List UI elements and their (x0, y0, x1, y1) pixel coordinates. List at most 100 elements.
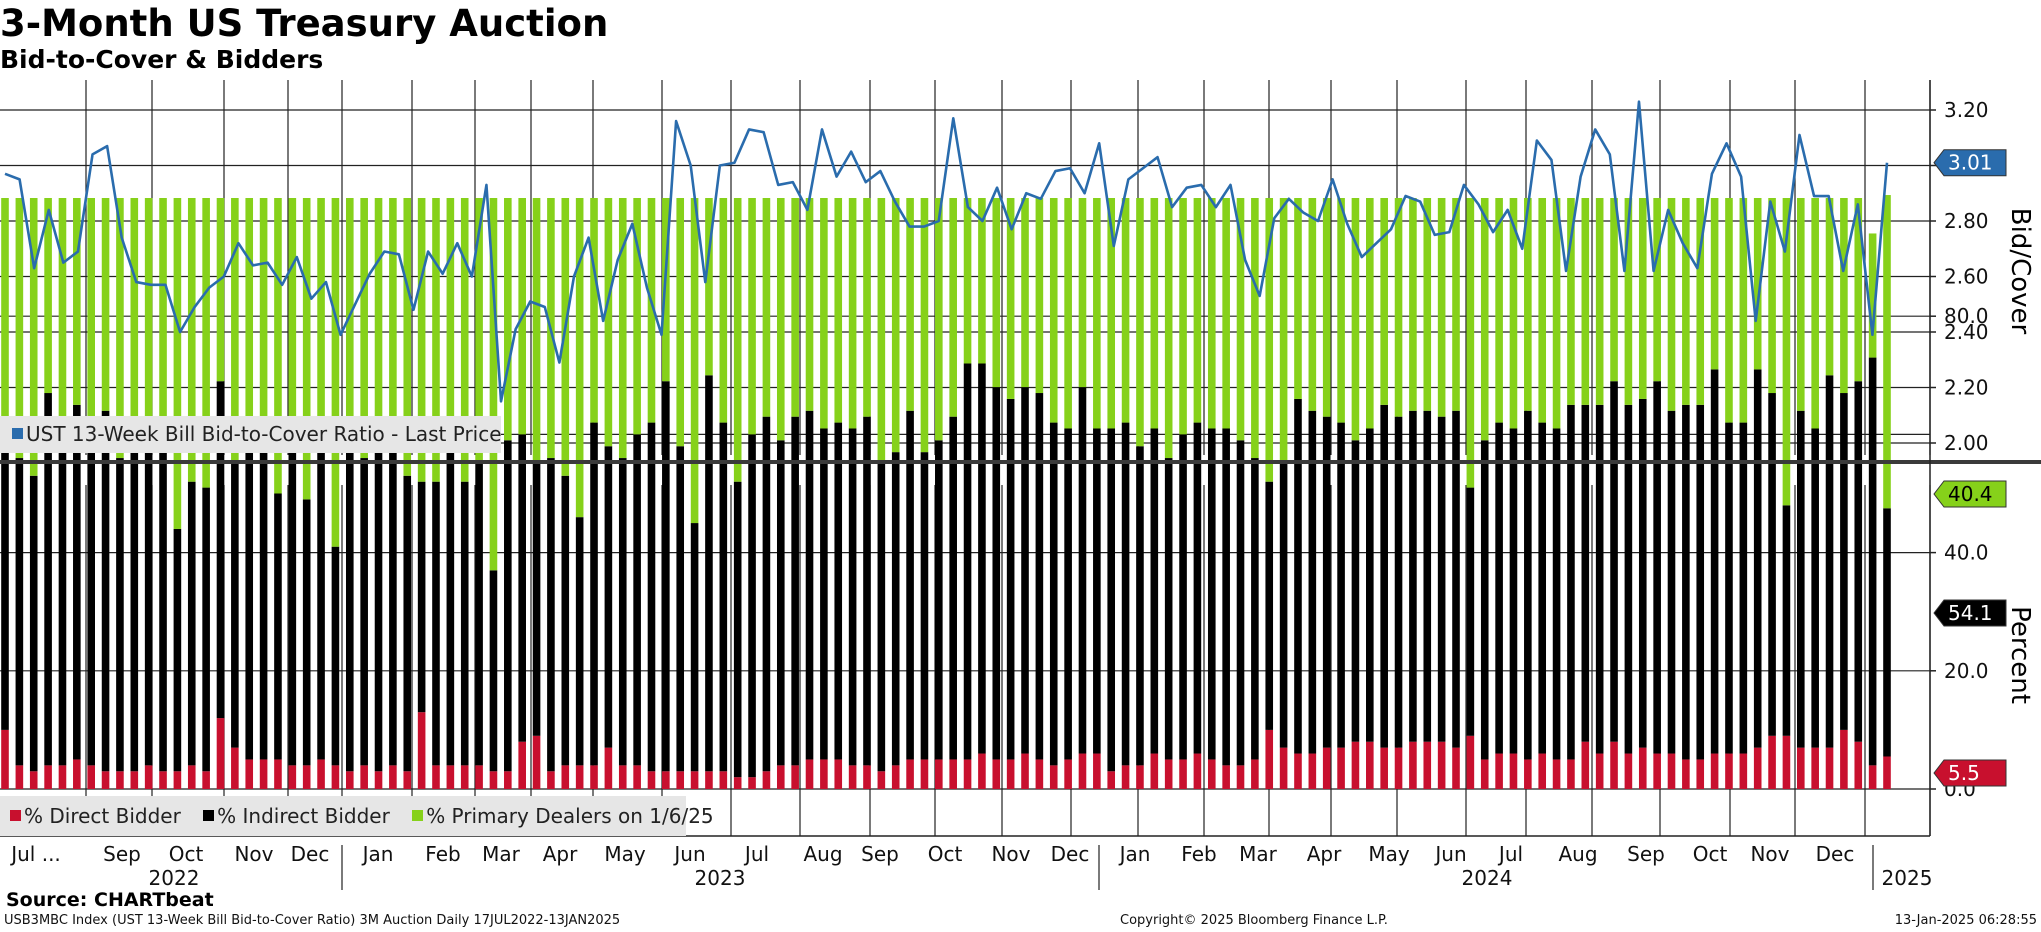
bar-direct (245, 759, 254, 789)
bar-direct (1509, 753, 1518, 789)
bar-direct (1782, 735, 1791, 789)
bar-primary (834, 198, 843, 423)
x-year-label: 2022 (149, 866, 200, 890)
x-month-label: Dec (1051, 842, 1090, 866)
bar-indirect (1093, 428, 1101, 754)
bar-indirect (1150, 428, 1159, 754)
last-value-tag-primary-box (1933, 480, 2007, 508)
x-month-label: Jan (1118, 842, 1151, 866)
bar-primary (561, 198, 570, 476)
bar-direct (173, 771, 182, 789)
bar-direct (101, 771, 110, 789)
bar-direct (504, 771, 512, 789)
y-tick-label-top: 2.00 (1944, 431, 1989, 455)
bar-direct (633, 765, 641, 789)
bar-indirect (187, 481, 196, 766)
bar-direct (202, 771, 210, 789)
bar-primary (1725, 198, 1733, 423)
bar-indirect (73, 404, 81, 760)
bar-direct (1638, 747, 1647, 789)
bar-primary (245, 198, 254, 441)
bar-primary (748, 198, 756, 435)
bar-primary (1696, 198, 1705, 405)
bar-direct (58, 765, 67, 789)
bar-direct (1868, 765, 1877, 789)
x-month-label: Sep (103, 842, 141, 866)
bar-indirect (647, 422, 656, 772)
bar-primary (1452, 198, 1460, 411)
bar-indirect (604, 446, 613, 748)
bar-indirect (331, 546, 340, 766)
footer-index-info: USB3MBC Index (UST 13-Week Bill Bid-to-C… (4, 913, 621, 928)
bar-direct (1768, 735, 1776, 789)
bar-direct (1021, 753, 1029, 789)
bar-primary (1480, 198, 1489, 441)
bar-indirect (1509, 428, 1518, 754)
bar-primary (159, 198, 167, 447)
y-tick-label-bottom: 80.0 (1944, 304, 1989, 328)
bar-indirect (633, 434, 641, 766)
x-month-label: Oct (1693, 842, 1728, 866)
bar-direct (1049, 765, 1058, 789)
bar-indirect (504, 440, 512, 772)
bar-direct (863, 765, 871, 789)
bar-indirect (1840, 393, 1848, 730)
bar-primary (1179, 198, 1187, 435)
bar-primary (1825, 198, 1834, 376)
bar-primary (58, 198, 67, 453)
bar-primary (87, 198, 95, 435)
legend-top: UST 13-Week Bill Bid-to-Cover Ratio - La… (0, 416, 502, 453)
bar-indirect (547, 458, 555, 772)
y-axis-title-bottom: Percent (2005, 606, 2035, 704)
bar-primary (417, 198, 426, 482)
line-layer (4, 100, 1889, 403)
bar-primary (820, 198, 828, 429)
bar-indirect (618, 458, 627, 766)
x-month-label: Nov (991, 842, 1030, 866)
bar-direct (906, 759, 914, 789)
bar-primary (877, 198, 886, 464)
bar-direct (360, 765, 368, 789)
bar-direct (403, 771, 412, 789)
bar-primary (73, 198, 81, 405)
bar-indirect (29, 475, 38, 772)
bar-direct (1150, 753, 1159, 789)
bar-primary (1121, 198, 1130, 423)
bar-indirect (432, 481, 440, 766)
x-year-label: 2023 (695, 866, 746, 890)
bar-direct (1624, 753, 1633, 789)
bar-indirect (274, 493, 282, 760)
bar-direct (791, 765, 799, 789)
bar-primary (1351, 198, 1360, 441)
legend-swatch-indirect (203, 810, 215, 821)
bar-indirect (216, 381, 225, 719)
bar-indirect (417, 481, 426, 713)
bar-indirect (1006, 398, 1015, 760)
footer-timestamp: 13-Jan-2025 06:28:55 (1894, 913, 2037, 928)
bar-direct (1006, 759, 1015, 789)
bar-direct (590, 765, 598, 789)
y-tick-label-top: 2.40 (1944, 320, 1989, 344)
bar-indirect (475, 463, 483, 766)
bar-direct (1366, 741, 1374, 789)
x-month-label: Oct (169, 842, 204, 866)
bar-indirect (762, 416, 771, 772)
bar-direct (1136, 765, 1144, 789)
bar-indirect (1294, 398, 1302, 754)
x-month-label: Jun (672, 842, 705, 866)
bar-indirect (518, 434, 526, 742)
bar-primary (1193, 198, 1202, 423)
bar-direct (1667, 753, 1676, 789)
bar-indirect (863, 416, 871, 766)
bar-indirect (1595, 404, 1604, 754)
bar-direct (1193, 753, 1202, 789)
bar-indirect (992, 387, 1001, 760)
bar-indirect (1653, 381, 1661, 754)
bar-direct (345, 771, 354, 789)
bar-direct (44, 765, 52, 789)
bar-direct (1337, 747, 1345, 789)
bar-primary (791, 198, 799, 417)
bar-primary (1236, 198, 1245, 441)
bar-primary (1567, 198, 1575, 405)
last-value-tag-bid-cover-box (1933, 149, 2007, 177)
